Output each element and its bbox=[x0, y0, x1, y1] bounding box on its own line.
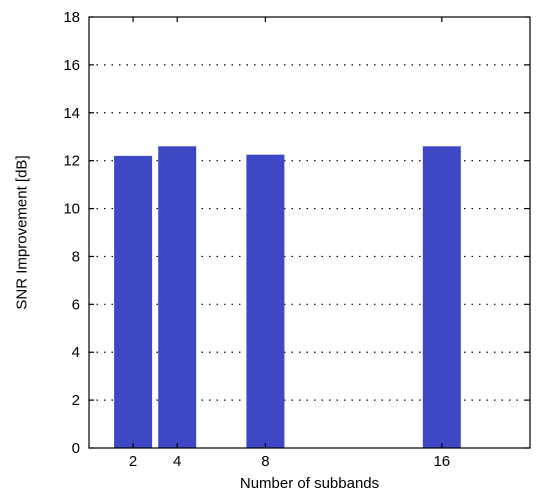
y-tick-label: 4 bbox=[72, 344, 80, 361]
y-tick-label: 14 bbox=[63, 105, 80, 122]
x-tick-label: 8 bbox=[261, 453, 269, 470]
y-tick-label: 12 bbox=[63, 153, 80, 170]
bar-16 bbox=[422, 146, 461, 449]
y-tick-label: 18 bbox=[63, 9, 80, 26]
bar-8 bbox=[246, 154, 285, 449]
x-axis-title: Number of subbands bbox=[240, 475, 379, 492]
y-axis-title: SNR Improvement [dB] bbox=[13, 155, 30, 309]
x-tick-label: 16 bbox=[433, 453, 450, 470]
y-tick-label: 8 bbox=[72, 248, 80, 265]
axis-ticks bbox=[89, 16, 530, 449]
bar-2 bbox=[114, 155, 153, 448]
plot-frame bbox=[88, 16, 531, 449]
x-tick-label: 2 bbox=[129, 453, 137, 470]
x-tick-labels: 2 4 8 16 bbox=[129, 453, 450, 470]
y-tick-labels: 0 2 4 6 8 10 12 14 16 18 bbox=[63, 9, 80, 457]
y-tick-label: 2 bbox=[72, 392, 80, 409]
bars bbox=[114, 146, 461, 449]
y-tick-label: 16 bbox=[63, 57, 80, 74]
gridlines bbox=[89, 64, 530, 401]
x-tick-label: 4 bbox=[173, 453, 181, 470]
y-tick-label: 10 bbox=[63, 201, 80, 218]
y-tick-label: 6 bbox=[72, 296, 80, 313]
y-tick-label: 0 bbox=[72, 440, 80, 457]
bar-4 bbox=[158, 146, 197, 449]
